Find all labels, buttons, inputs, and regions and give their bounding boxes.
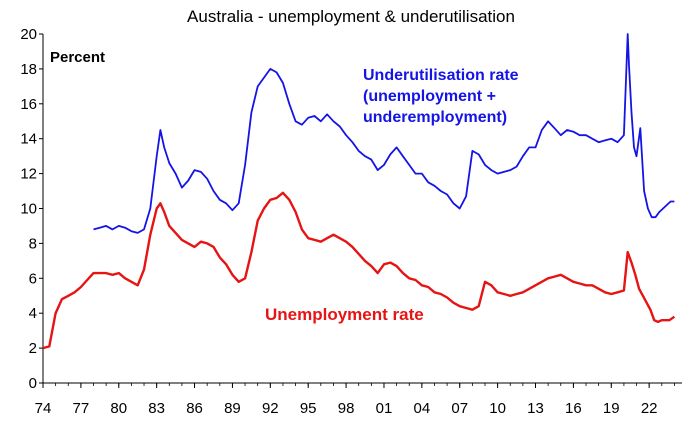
x-tick-label: 10 (489, 400, 506, 417)
annotation-line-2: (unemployment + (363, 88, 496, 105)
annotation-line-1: Underutilisation rate (363, 67, 519, 84)
chart-title: Australia - unemployment & underutilisat… (187, 7, 515, 26)
series-annotation-unemployment: Unemployment rate (265, 305, 424, 324)
y-tick-label: 6 (29, 270, 37, 287)
x-tick-label: 16 (565, 400, 582, 417)
y-tick-label: 0 (29, 375, 37, 392)
y-tick-label: 14 (20, 131, 37, 148)
x-tick-label: 04 (414, 400, 431, 417)
x-tick-label: 13 (527, 400, 544, 417)
series-line-underutilisation (93, 33, 675, 234)
annotation-line-3: underemployment) (363, 109, 507, 126)
axes (42, 34, 682, 384)
x-tick-label: 01 (376, 400, 393, 417)
x-tick-label: 07 (451, 400, 468, 417)
axis-tick-marks (39, 33, 675, 388)
x-tick-label: 22 (641, 400, 658, 417)
x-tick-label: 19 (603, 400, 620, 417)
y-tick-label: 4 (29, 305, 37, 322)
series-layer (42, 33, 676, 350)
x-tick-label: 74 (35, 400, 52, 417)
y-tick-label: 18 (20, 61, 37, 78)
x-tick-label: 92 (262, 400, 279, 417)
x-tick-label: 98 (338, 400, 355, 417)
y-tick-label: 8 (29, 235, 37, 252)
x-tick-label: 86 (186, 400, 203, 417)
x-tick-label: 89 (224, 400, 241, 417)
x-axis-tick-labels: 74 77 80 83 86 89 92 95 98 01 04 07 10 13 16 19 22 (35, 400, 658, 417)
y-tick-label: 2 (29, 340, 37, 357)
x-tick-label: 77 (73, 400, 90, 417)
y-tick-label: 12 (20, 166, 37, 183)
y-tick-label: 20 (20, 26, 37, 43)
y-tick-label: 10 (20, 201, 37, 218)
series-line-unemployment (42, 191, 676, 350)
y-tick-label: 16 (20, 96, 37, 113)
x-tick-label: 83 (148, 400, 165, 417)
series-annotation-underutilisation: Underutilisation rate (unemployment + un… (363, 67, 523, 126)
x-tick-label: 80 (110, 400, 127, 417)
y-axis-tick-labels: 0 2 4 6 8 10 12 14 16 18 20 (20, 26, 37, 392)
y-axis-label: Percent (50, 49, 105, 66)
x-tick-label: 95 (300, 400, 317, 417)
